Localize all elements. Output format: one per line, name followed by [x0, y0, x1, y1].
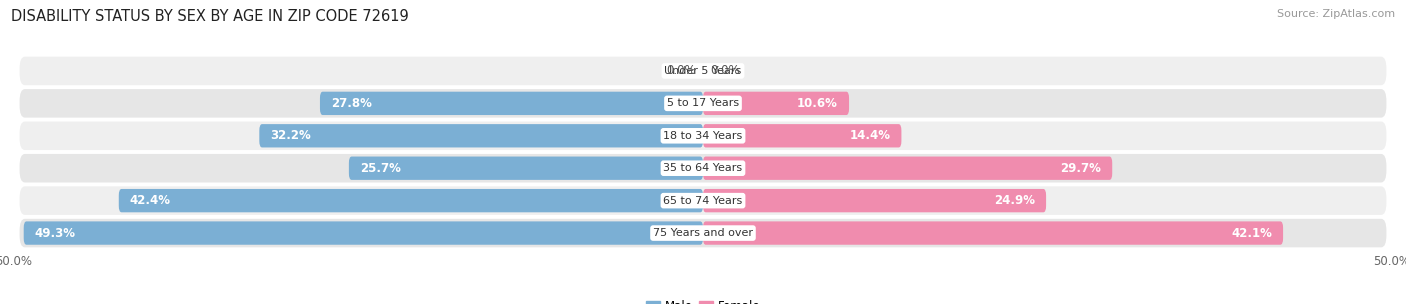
FancyBboxPatch shape — [703, 189, 1046, 212]
Text: 49.3%: 49.3% — [35, 226, 76, 240]
Text: 25.7%: 25.7% — [360, 162, 401, 175]
Text: 5 to 17 Years: 5 to 17 Years — [666, 98, 740, 108]
FancyBboxPatch shape — [703, 221, 1284, 245]
FancyBboxPatch shape — [118, 189, 703, 212]
Text: Source: ZipAtlas.com: Source: ZipAtlas.com — [1277, 9, 1395, 19]
FancyBboxPatch shape — [20, 89, 1386, 118]
Text: 29.7%: 29.7% — [1060, 162, 1101, 175]
Text: 0.0%: 0.0% — [666, 64, 696, 78]
Text: 0.0%: 0.0% — [710, 64, 740, 78]
FancyBboxPatch shape — [703, 124, 901, 147]
Text: 27.8%: 27.8% — [330, 97, 371, 110]
Text: 42.4%: 42.4% — [129, 194, 170, 207]
Text: 14.4%: 14.4% — [849, 129, 890, 142]
Text: 10.6%: 10.6% — [797, 97, 838, 110]
FancyBboxPatch shape — [20, 154, 1386, 182]
Text: 75 Years and over: 75 Years and over — [652, 228, 754, 238]
Text: 32.2%: 32.2% — [270, 129, 311, 142]
Text: 65 to 74 Years: 65 to 74 Years — [664, 196, 742, 206]
FancyBboxPatch shape — [703, 92, 849, 115]
FancyBboxPatch shape — [321, 92, 703, 115]
FancyBboxPatch shape — [259, 124, 703, 147]
Legend: Male, Female: Male, Female — [641, 295, 765, 304]
Text: 42.1%: 42.1% — [1232, 226, 1272, 240]
Text: 35 to 64 Years: 35 to 64 Years — [664, 163, 742, 173]
Text: 18 to 34 Years: 18 to 34 Years — [664, 131, 742, 141]
FancyBboxPatch shape — [20, 186, 1386, 215]
FancyBboxPatch shape — [20, 57, 1386, 85]
Text: DISABILITY STATUS BY SEX BY AGE IN ZIP CODE 72619: DISABILITY STATUS BY SEX BY AGE IN ZIP C… — [11, 9, 409, 24]
Text: Under 5 Years: Under 5 Years — [665, 66, 741, 76]
FancyBboxPatch shape — [703, 157, 1112, 180]
FancyBboxPatch shape — [20, 219, 1386, 247]
FancyBboxPatch shape — [24, 221, 703, 245]
FancyBboxPatch shape — [349, 157, 703, 180]
FancyBboxPatch shape — [20, 122, 1386, 150]
Text: 24.9%: 24.9% — [994, 194, 1035, 207]
